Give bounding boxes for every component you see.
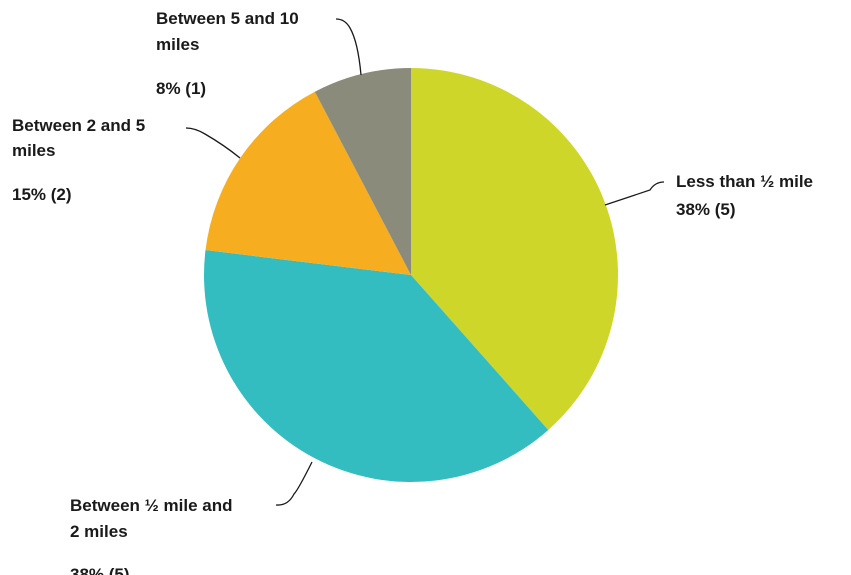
slice-labels: Less than ½ mile 38% (5) Between ½ mile … [12,9,813,575]
slice-label-half-to-two-miles-line1: Between ½ mile and [70,496,233,515]
slice-label-less-than-half-mile: Less than ½ mile [676,172,813,191]
pie-slice-1 [411,68,619,430]
leader-line-half-to-two-miles [275,461,313,506]
leader-line-five-to-ten-miles [335,18,362,76]
slice-value-two-to-five-miles: 15% (2) [12,185,72,204]
leader-line-two-to-five-miles [185,127,241,159]
pie-slices [204,68,619,483]
slice-label-half-to-two-miles-line2: 2 miles [70,522,128,541]
leader-line-less-than-half-mile [604,181,665,206]
slice-label-two-to-five-miles-line2: miles [12,141,55,160]
slice-value-less-than-half-mile: 38% (5) [676,200,736,219]
slice-value-half-to-two-miles: 38% (5) [70,565,130,575]
slice-label-five-to-ten-miles: Between 5 and 10 miles [156,9,303,54]
slice-value-five-to-ten-miles: 8% (1) [156,79,206,98]
slice-label-five-to-ten-miles-line1: Between 5 and 10 [156,9,299,28]
leader-lines [185,18,665,506]
pie-slice-3 [205,91,411,276]
slice-label-two-to-five-miles: Between 2 and 5 miles [12,116,150,160]
slice-label-five-to-ten-miles-line2: miles [156,35,199,54]
pie-slice-2 [204,250,549,483]
slice-label-two-to-five-miles-line1: Between 2 and 5 [12,116,145,135]
slice-label-half-to-two-miles: Between ½ mile and 2 miles [70,496,237,541]
pie-slice-4 [314,68,411,275]
